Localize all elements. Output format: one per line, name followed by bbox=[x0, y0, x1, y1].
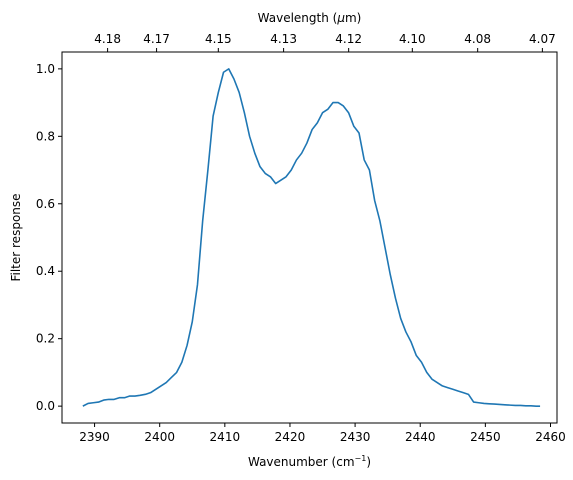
top-tick-label: 4.07 bbox=[529, 32, 556, 46]
y-axis-label: Filter response bbox=[9, 193, 23, 281]
x-tick-label: 2440 bbox=[405, 430, 436, 444]
x-tick-label: 2410 bbox=[210, 430, 241, 444]
x-axis-label: Wavenumber (cm−1) bbox=[248, 454, 371, 469]
y-tick-label: 1.0 bbox=[36, 62, 55, 76]
plot-area bbox=[61, 51, 558, 424]
y-axis: 0.0 0.2 0.4 0.6 0.8 1.0 bbox=[36, 62, 62, 413]
x-tick-label: 2420 bbox=[275, 430, 306, 444]
top-tick-label: 4.17 bbox=[143, 32, 170, 46]
x-axis: 2390 2400 2410 2420 2430 2440 2450 2460 bbox=[79, 423, 566, 444]
x-tick-label: 2460 bbox=[535, 430, 566, 444]
top-tick-label: 4.13 bbox=[270, 32, 297, 46]
x-tick-label: 2430 bbox=[340, 430, 371, 444]
top-axis-label: Wavelength (μm) bbox=[258, 11, 362, 25]
top-tick-label: 4.08 bbox=[464, 32, 491, 46]
top-tick-label: 4.18 bbox=[94, 32, 121, 46]
y-tick-label: 0.0 bbox=[36, 399, 55, 413]
x-tick-label: 2450 bbox=[470, 430, 501, 444]
top-tick-label: 4.15 bbox=[205, 32, 232, 46]
x-tick-label: 2390 bbox=[79, 430, 110, 444]
x-tick-label: 2400 bbox=[144, 430, 175, 444]
top-tick-label: 4.10 bbox=[399, 32, 426, 46]
top-x-axis: 4.18 4.17 4.15 4.13 4.12 4.10 4.08 4.07 bbox=[94, 32, 556, 52]
y-tick-label: 0.4 bbox=[36, 264, 55, 278]
y-tick-label: 0.2 bbox=[36, 332, 55, 346]
top-tick-label: 4.12 bbox=[335, 32, 362, 46]
y-tick-label: 0.8 bbox=[36, 129, 55, 143]
series-line bbox=[82, 68, 541, 407]
plot-frame bbox=[61, 51, 558, 424]
y-tick-label: 0.6 bbox=[36, 197, 55, 211]
